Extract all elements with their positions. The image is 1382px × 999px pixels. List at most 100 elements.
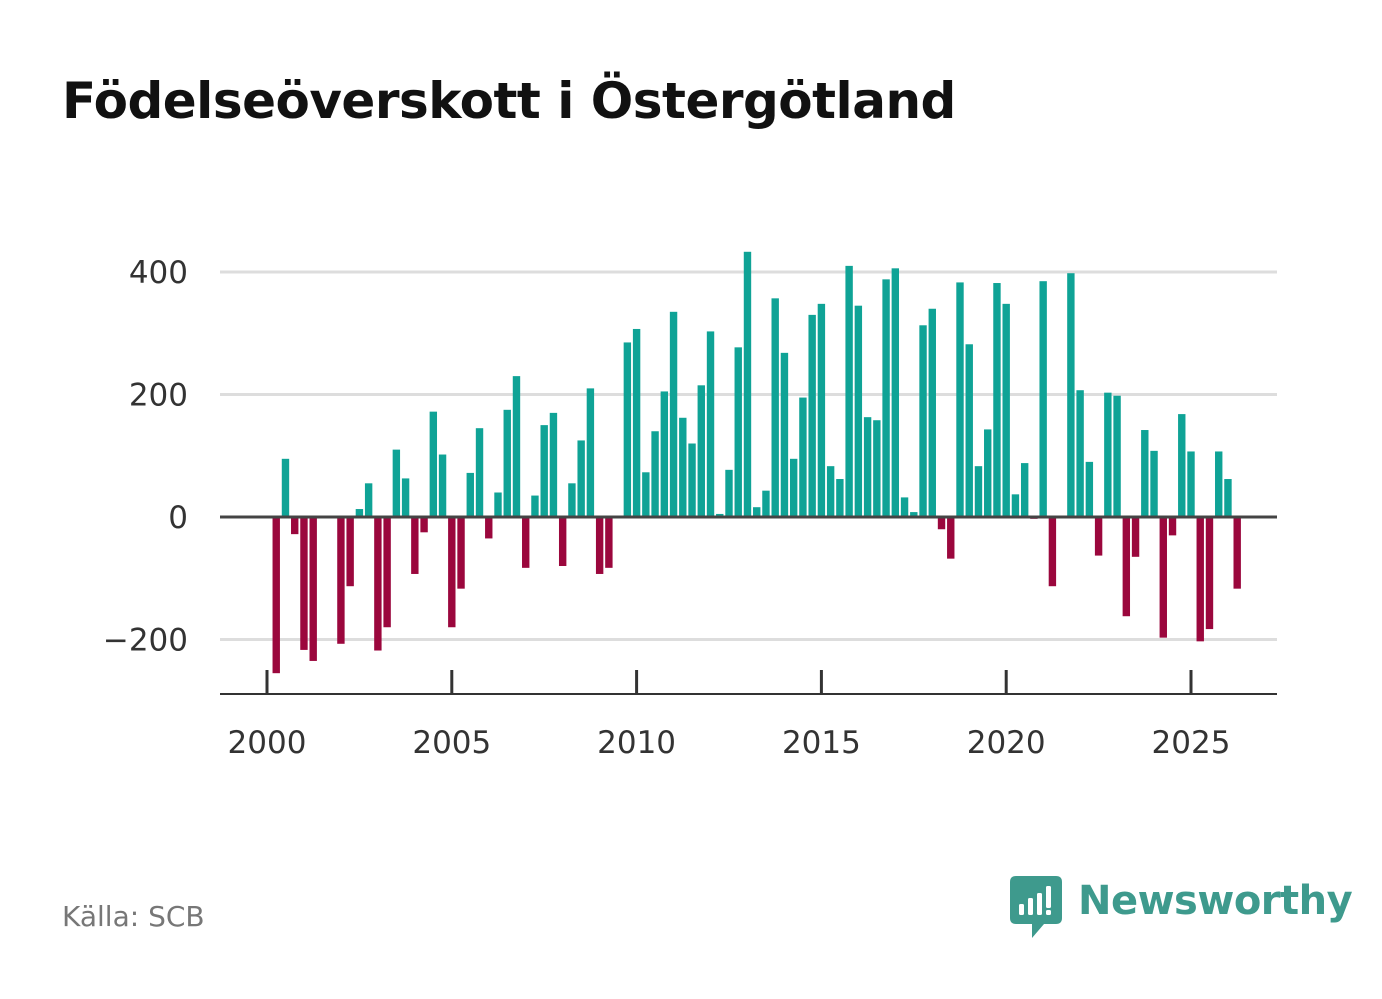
- bar: [1085, 461, 1094, 517]
- bar: [586, 388, 595, 517]
- bar: [558, 517, 567, 566]
- bars: [272, 251, 1241, 674]
- bar: [466, 472, 474, 517]
- bar: [1224, 479, 1232, 517]
- bar: [854, 305, 863, 517]
- bar: [1020, 463, 1029, 517]
- bar: [531, 495, 539, 517]
- bar: [364, 483, 373, 517]
- bar: [494, 492, 502, 517]
- bar: [753, 507, 761, 517]
- brand-logo: Newsworthy: [1010, 876, 1353, 946]
- newsworthy-logo-icon: [1010, 876, 1062, 938]
- bar: [1104, 392, 1112, 517]
- bar: [882, 279, 890, 517]
- bar: [475, 428, 484, 517]
- bar: [291, 517, 299, 535]
- bar: [605, 517, 613, 568]
- bar: [762, 490, 770, 517]
- bar: [300, 517, 308, 650]
- y-tick-label: −200: [103, 623, 188, 659]
- bar: [716, 513, 724, 517]
- bar: [485, 517, 493, 539]
- bar: [900, 497, 909, 517]
- bar: [919, 325, 927, 517]
- bar: [651, 431, 659, 517]
- bar: [697, 385, 705, 517]
- bar: [1067, 273, 1075, 517]
- bar: [780, 352, 789, 517]
- bar: [401, 478, 410, 517]
- bar: [743, 251, 752, 517]
- bar: [1002, 303, 1010, 517]
- bar: [669, 311, 678, 517]
- bar: [891, 268, 900, 517]
- bar: [272, 517, 280, 674]
- y-tick-label: 400: [129, 255, 188, 291]
- bar: [1168, 517, 1177, 536]
- bar: [503, 409, 511, 517]
- source-note: Källa: SCB: [62, 900, 205, 933]
- bar: [429, 411, 438, 517]
- bar: [632, 328, 641, 517]
- x-tick-label: 2010: [597, 725, 676, 761]
- bar: [355, 509, 364, 517]
- axes: −200 0 200 400 2000 2005 2010 2015 2020 2025: [103, 255, 1277, 761]
- bar: [799, 397, 807, 517]
- bar: [937, 517, 946, 530]
- bar: [309, 517, 317, 661]
- x-tick-label: 2025: [1152, 725, 1231, 761]
- bar: [993, 283, 1001, 517]
- bar: [281, 458, 290, 517]
- bar: [706, 331, 715, 517]
- bar: [1233, 517, 1241, 589]
- y-tick-label: 200: [129, 378, 188, 414]
- bar: [1150, 450, 1158, 517]
- bar-chart: −200 0 200 400 2000 2005 2010 2015 2020 2025: [103, 251, 1277, 761]
- bar: [725, 469, 733, 517]
- bar: [984, 429, 992, 517]
- bar: [928, 308, 936, 517]
- bar: [346, 517, 354, 587]
- bar: [1131, 517, 1140, 557]
- bar: [1196, 517, 1204, 642]
- bar: [448, 517, 456, 628]
- bar: [383, 517, 391, 628]
- bar: [1039, 281, 1047, 517]
- bar: [392, 449, 401, 517]
- bar: [522, 517, 530, 568]
- bar: [1141, 430, 1149, 517]
- bar: [947, 517, 955, 559]
- bar: [771, 298, 779, 517]
- bar: [836, 479, 844, 517]
- bar: [789, 458, 798, 517]
- bar: [411, 517, 419, 574]
- bar: [438, 454, 447, 517]
- bar: [1215, 451, 1223, 517]
- bar: [1205, 517, 1214, 630]
- bar: [1094, 517, 1103, 556]
- bar: [826, 466, 835, 517]
- bar: [1187, 451, 1195, 517]
- bar: [660, 391, 669, 517]
- bar: [974, 466, 983, 517]
- y-tick-label: 0: [168, 500, 188, 536]
- bar: [817, 303, 826, 517]
- bar: [337, 517, 345, 644]
- bar: [1011, 494, 1020, 517]
- bar: [420, 517, 428, 533]
- bar: [808, 314, 816, 517]
- bar: [873, 420, 881, 517]
- bar: [642, 472, 650, 517]
- x-tick-label: 2005: [412, 725, 491, 761]
- bar: [910, 512, 918, 517]
- bar: [623, 342, 632, 517]
- x-tick-label: 2000: [228, 725, 307, 761]
- bar: [457, 517, 465, 589]
- bar: [577, 440, 585, 517]
- bar: [512, 376, 521, 517]
- bar: [1048, 517, 1057, 587]
- bar: [679, 417, 687, 517]
- bar: [845, 265, 853, 517]
- bar: [568, 483, 576, 517]
